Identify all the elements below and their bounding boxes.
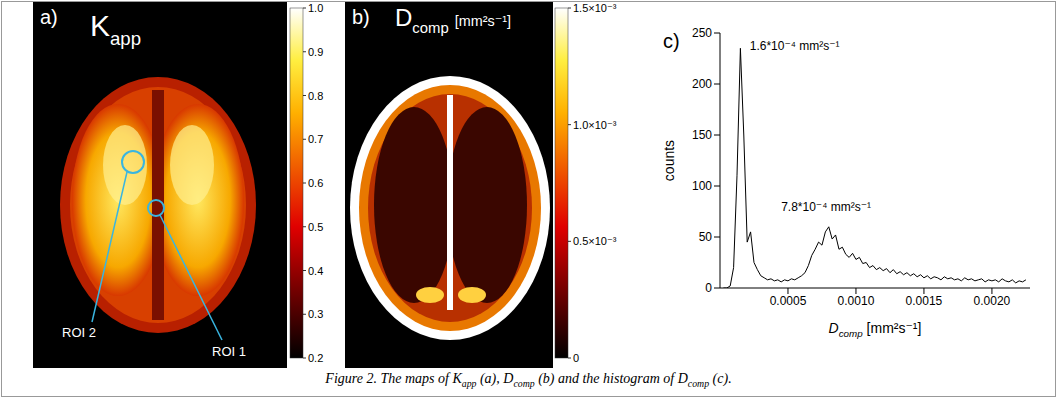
svg-text:100: 100 <box>692 179 712 193</box>
svg-text:50: 50 <box>699 230 713 244</box>
svg-text:7.8*10⁻⁴ mm²s⁻¹: 7.8*10⁻⁴ mm²s⁻¹ <box>781 200 871 214</box>
svg-text:c): c) <box>663 30 680 52</box>
svg-text:0.5: 0.5 <box>308 221 323 233</box>
svg-text:0.0005: 0.0005 <box>770 294 807 308</box>
svg-text:1.6*10⁻⁴ mm²s⁻¹: 1.6*10⁻⁴ mm²s⁻¹ <box>750 39 840 53</box>
svg-text:150: 150 <box>692 128 712 142</box>
svg-text:0.3: 0.3 <box>308 308 323 320</box>
svg-text:ROI 1: ROI 1 <box>212 344 246 359</box>
svg-text:1.0: 1.0 <box>308 2 323 14</box>
svg-text:0.8: 0.8 <box>308 90 323 102</box>
svg-text:1.5×10⁻³: 1.5×10⁻³ <box>573 2 617 14</box>
html-text:Dcomp [mm²s⁻¹]: Dcomp [mm²s⁻¹] <box>828 320 922 339</box>
svg-text:0.4: 0.4 <box>308 265 323 277</box>
svg-text:counts: counts <box>661 140 677 181</box>
svg-text:0: 0 <box>573 352 579 364</box>
svg-text:0.6: 0.6 <box>308 177 323 189</box>
svg-text:0.0020: 0.0020 <box>974 294 1011 308</box>
html-text:Figure 2. The maps of Kapp(a),: Figure 2. The maps of Kapp(a), Dcomp(b) … <box>325 371 732 389</box>
svg-text:200: 200 <box>692 77 712 91</box>
svg-text:0.9: 0.9 <box>308 46 323 58</box>
svg-text:0.5×10⁻³: 0.5×10⁻³ <box>573 235 617 247</box>
svg-text:b): b) <box>352 6 370 28</box>
svg-text:0.2: 0.2 <box>308 352 323 364</box>
svg-text:1.0×10⁻³: 1.0×10⁻³ <box>573 119 617 131</box>
svg-text:Kapp: Kapp <box>90 9 141 49</box>
svg-text:0.0010: 0.0010 <box>838 294 875 308</box>
svg-text:ROI 2: ROI 2 <box>62 325 96 340</box>
svg-text:250: 250 <box>692 26 712 40</box>
svg-text:0.7: 0.7 <box>308 133 323 145</box>
svg-text:0: 0 <box>705 281 712 295</box>
svg-text:0.0015: 0.0015 <box>906 294 943 308</box>
svg-text:a): a) <box>40 6 58 28</box>
svg-text:Dcomp[mm²s⁻¹]: Dcomp[mm²s⁻¹] <box>395 4 511 36</box>
